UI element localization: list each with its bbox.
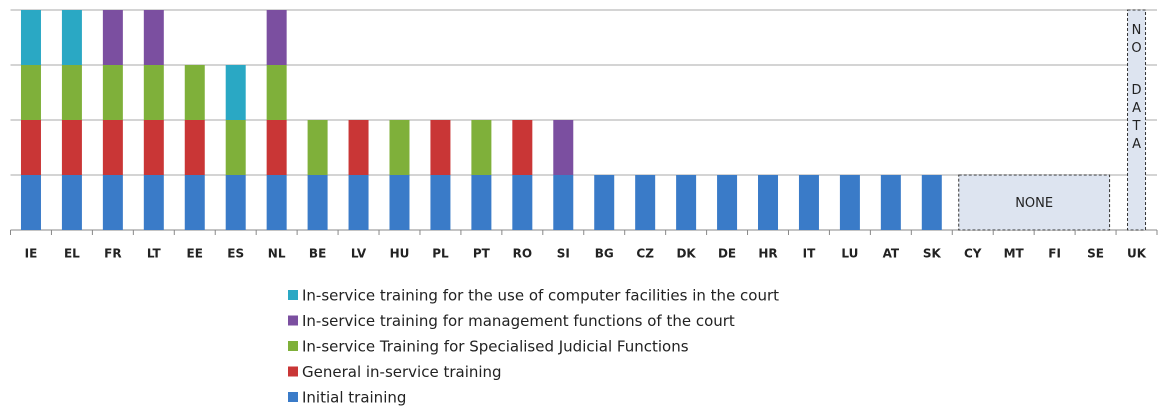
legend-label: Initial training — [302, 389, 406, 407]
bar-segment — [430, 120, 451, 175]
x-tick-label: HU — [390, 247, 410, 261]
bar-segment — [143, 10, 164, 65]
bar-segment — [266, 175, 287, 230]
bar-segment — [512, 175, 533, 230]
bar-segment — [921, 175, 942, 230]
x-tick-label: AT — [883, 247, 900, 261]
x-tick-label: IT — [803, 247, 816, 261]
x-tick-label: EL — [64, 247, 80, 261]
bar-segment — [184, 65, 205, 120]
bar-segment — [266, 10, 287, 65]
x-tick-label: IE — [25, 247, 38, 261]
bar-segment — [471, 120, 492, 175]
x-tick-label: MT — [1004, 247, 1025, 261]
bar-segment — [20, 175, 41, 230]
bar-segment — [389, 120, 410, 175]
bar-segment — [61, 175, 82, 230]
bar-segment — [143, 175, 164, 230]
legend-swatch — [288, 341, 298, 351]
bar-segment — [20, 120, 41, 175]
bar-segment — [717, 175, 738, 230]
bar-segment — [184, 175, 205, 230]
bar-segment — [839, 175, 860, 230]
x-tick-label: CY — [964, 247, 982, 261]
bar-segment — [225, 65, 246, 120]
legend-swatch — [288, 366, 298, 377]
x-tick-label: EE — [187, 247, 203, 261]
bar-segment — [553, 175, 574, 230]
x-tick-label: FR — [104, 247, 121, 261]
x-tick-label: LT — [147, 247, 162, 261]
bar-segment — [389, 175, 410, 230]
x-tick-label: HR — [758, 247, 777, 261]
bar-segment — [61, 65, 82, 120]
bar-segment — [225, 120, 246, 175]
bar-segment — [798, 175, 819, 230]
bar-segment — [635, 175, 656, 230]
x-tick-label: DE — [718, 247, 736, 261]
legend-swatch — [288, 290, 298, 300]
bar-segment — [307, 175, 328, 230]
bar-segment — [471, 175, 492, 230]
bar-segment — [266, 65, 287, 120]
x-tick-label: BE — [309, 247, 326, 261]
bar-segment — [512, 120, 533, 175]
none-label: NONE — [1015, 196, 1053, 211]
bar-segment — [307, 120, 328, 175]
bar-segment — [880, 175, 901, 230]
x-tick-label: DK — [676, 247, 696, 261]
x-tick-label: NL — [268, 247, 286, 261]
bar-segment — [184, 120, 205, 175]
bar-segment — [348, 120, 369, 175]
bar-segment — [20, 10, 41, 65]
bar-segment — [348, 175, 369, 230]
x-tick-label: FI — [1048, 247, 1061, 261]
bar-segment — [143, 65, 164, 120]
x-tick-label: LV — [351, 247, 367, 261]
x-tick-label: RO — [513, 247, 532, 261]
legend-label: In-service Training for Specialised Judi… — [302, 338, 689, 356]
bar-segment — [102, 175, 123, 230]
bar-segment — [594, 175, 615, 230]
x-tick-label: LU — [841, 247, 858, 261]
bar-segment — [225, 175, 246, 230]
bar-segment — [102, 10, 123, 65]
x-tick-label: CZ — [636, 247, 654, 261]
legend-label: In-service training for management funct… — [302, 312, 735, 330]
x-tick-label: SK — [923, 247, 942, 261]
legend-swatch — [288, 315, 298, 326]
bar-segment — [676, 175, 697, 230]
bar-segment — [61, 10, 82, 65]
x-tick-label: SE — [1087, 247, 1104, 261]
bar-segment — [102, 120, 123, 175]
legend-label: In-service training for the use of compu… — [302, 287, 779, 305]
bar-segment — [553, 120, 574, 175]
legend-label: General in-service training — [302, 363, 502, 381]
bar-segment — [143, 120, 164, 175]
bar-segment — [102, 65, 123, 120]
no-data-box — [1127, 9, 1147, 231]
bar-segment — [266, 120, 287, 175]
x-tick-label: UK — [1127, 247, 1147, 261]
bar-segment — [61, 120, 82, 175]
x-tick-label: BG — [595, 247, 614, 261]
bar-segment — [20, 65, 41, 120]
x-tick-label: ES — [227, 247, 244, 261]
bar-segment — [758, 175, 779, 230]
x-tick-label: SI — [557, 247, 570, 261]
x-tick-label: PL — [432, 247, 449, 261]
legend-swatch — [288, 392, 298, 402]
bar-segment — [430, 175, 451, 230]
none-box — [958, 174, 1111, 231]
x-tick-label: PT — [473, 247, 491, 261]
